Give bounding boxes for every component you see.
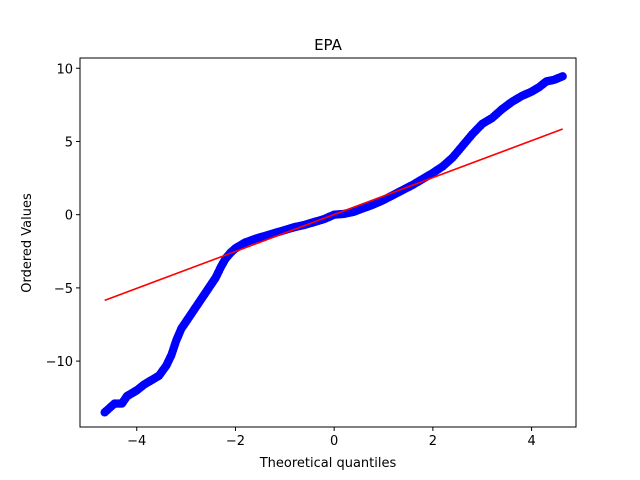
sample-point [369,200,378,209]
sample-point [549,75,558,85]
sample-point [487,113,497,123]
sample-point [458,141,467,151]
sample-point [241,238,250,247]
sample-point [507,97,517,107]
y-axis-ticks: −10 −5 0 5 10 [46,62,80,370]
x-tick-label: 0 [330,434,338,449]
x-axis-label: Theoretical quantiles [259,456,397,471]
y-tick-label: 0 [65,209,73,224]
sample-point [132,386,141,395]
x-axis-ticks: −4 −2 0 2 4 [127,427,536,449]
sample-point [251,234,260,244]
sample-point [206,280,215,290]
y-tick-label: −10 [46,355,73,370]
sample-point [448,153,457,162]
chart-title: EPA [314,36,343,54]
sample-point [527,87,536,96]
x-tick-label: −4 [127,434,146,449]
x-tick-label: 4 [527,434,535,449]
sample-point [191,302,201,312]
sample-point [534,83,544,92]
sample-point [542,77,551,86]
plot-marks [100,72,567,417]
sample-point [478,119,487,129]
x-tick-label: −2 [226,434,245,449]
sample-point [196,295,206,304]
y-tick-label: −5 [54,282,73,297]
sample-point [468,129,477,139]
sample-point [349,207,359,216]
sample-point [100,408,109,417]
sample-point [497,105,507,114]
sample-point [162,361,171,370]
y-tick-label: 10 [56,62,73,77]
sample-point [167,351,176,360]
plot-frame [79,57,577,428]
sample-point [558,72,567,81]
y-tick-label: 5 [65,135,73,150]
reference-line [104,128,563,302]
sample-point [181,317,191,326]
sample-point [260,231,270,241]
sample-point [147,375,156,385]
sample-point [110,399,119,408]
sample-point [117,399,127,408]
sample-point [359,203,368,213]
sample-point [438,162,447,171]
sample-point [172,336,181,345]
sample-point [201,288,211,297]
sample-point [517,91,526,101]
sample-point [211,273,220,282]
sample-point [428,168,438,178]
y-axis-label: Ordered Values [20,193,35,293]
x-tick-label: 2 [429,434,437,449]
sample-point [139,380,149,389]
sample-point [379,195,388,205]
sample-point [186,310,196,319]
sample-point [154,371,164,380]
sample-point [176,324,186,334]
sample-point [216,263,225,272]
